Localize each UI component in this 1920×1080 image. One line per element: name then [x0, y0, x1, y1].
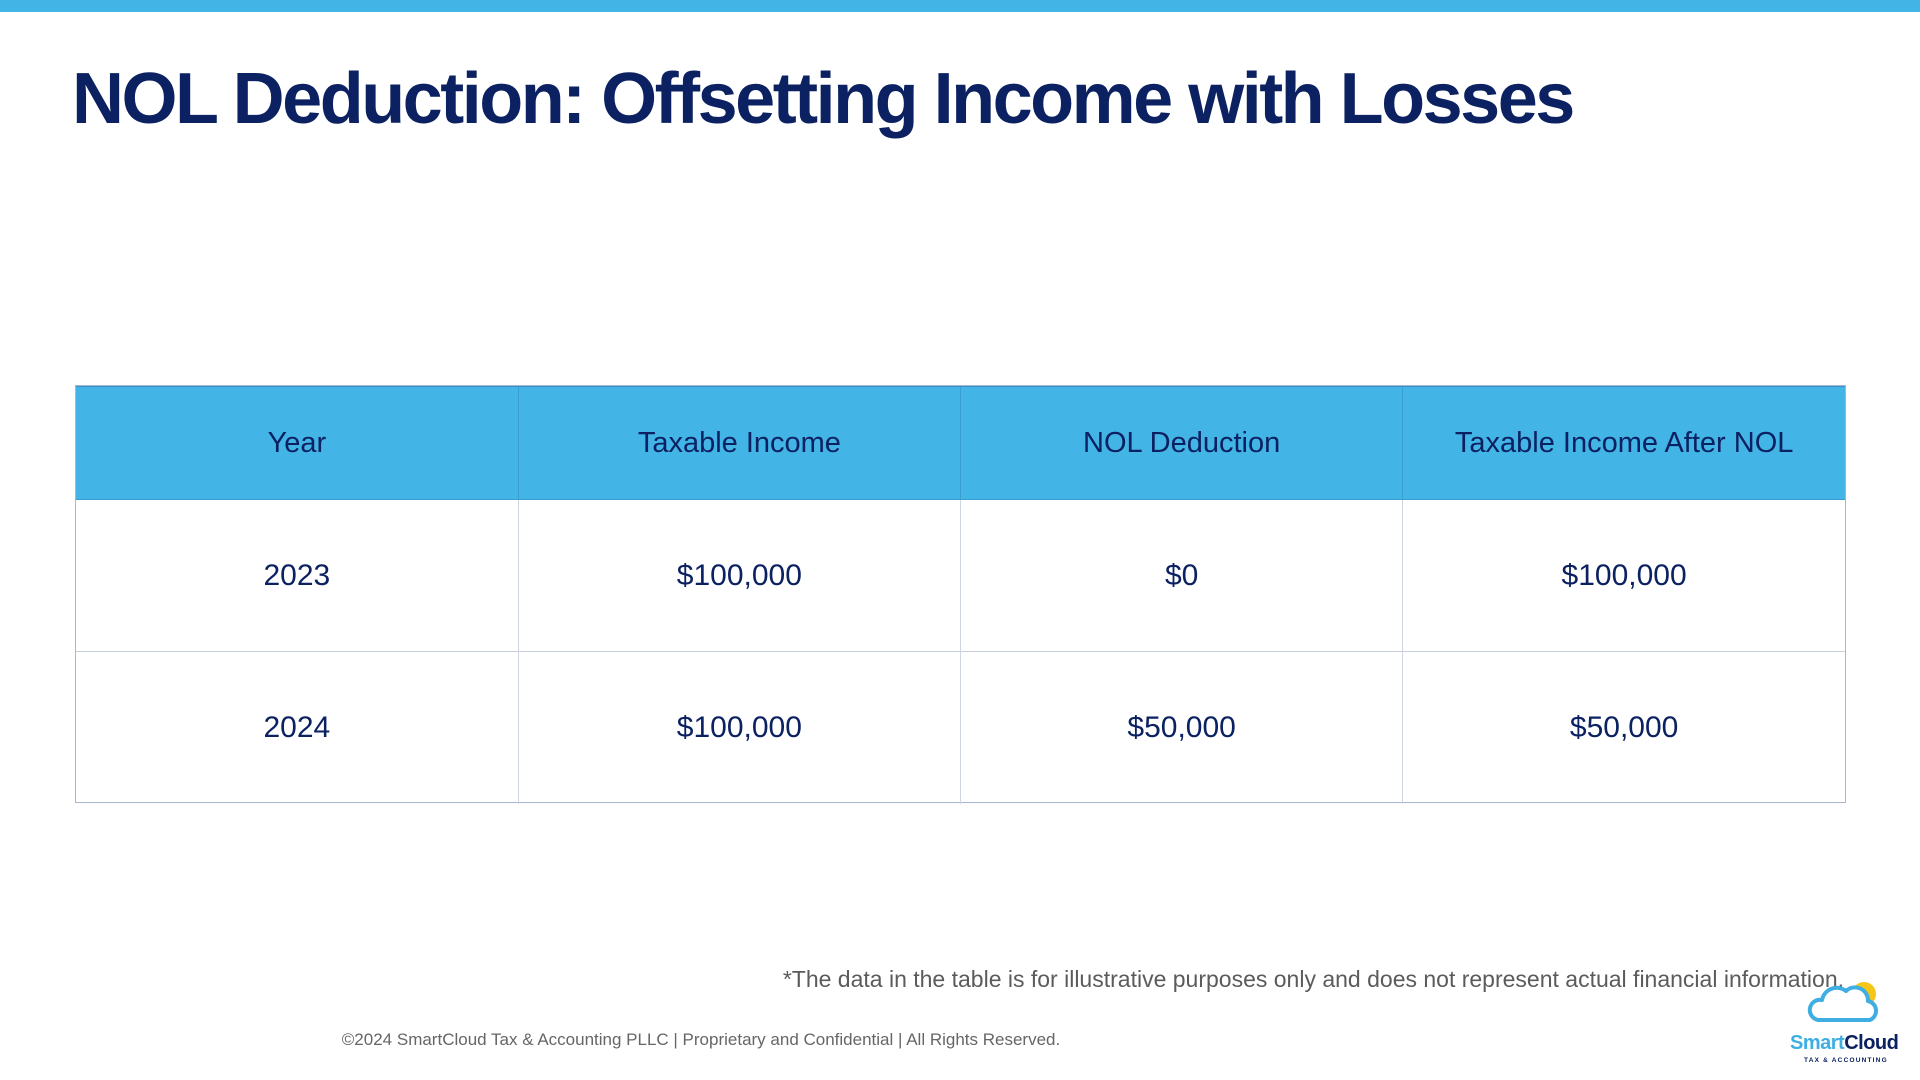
column-header-taxable-income-after-nol: Taxable Income After NOL: [1402, 386, 1845, 500]
table-row: 2024 $100,000 $50,000 $50,000: [76, 651, 1845, 804]
logo-word-cloud: Cloud: [1844, 1032, 1899, 1054]
logo-wordmark: SmartCloud: [1790, 1032, 1899, 1055]
cell-taxable-income-after-nol: $50,000: [1402, 651, 1845, 804]
disclaimer-note: *The data in the table is for illustrati…: [782, 966, 1844, 992]
table-row: 2023 $100,000 $0 $100,000: [76, 499, 1845, 652]
cell-year: 2023: [76, 499, 519, 652]
company-logo: SmartCloud TAX & ACCOUNTING: [1786, 978, 1902, 1068]
nol-table: Year Taxable Income NOL Deduction Taxabl…: [75, 385, 1846, 804]
cell-taxable-income-after-nol: $100,000: [1402, 499, 1845, 652]
column-header-year: Year: [76, 386, 519, 500]
cell-taxable-income: $100,000: [517, 499, 961, 652]
column-header-taxable-income: Taxable Income: [517, 386, 961, 500]
slide-title: NOL Deduction: Offsetting Income with Lo…: [72, 59, 1575, 139]
cell-nol-deduction: $0: [959, 499, 1403, 652]
footer: ©2024 SmartCloud Tax & Accounting PLLC |…: [0, 1030, 1920, 1050]
top-accent-bar: [0, 0, 1920, 12]
column-header-nol-deduction: NOL Deduction: [959, 386, 1403, 500]
logo-word-smart: Smart: [1790, 1032, 1845, 1054]
cell-nol-deduction: $50,000: [959, 651, 1403, 804]
table-header-row: Year Taxable Income NOL Deduction Taxabl…: [76, 386, 1845, 500]
cell-year: 2024: [76, 651, 519, 804]
logo-tagline: TAX & ACCOUNTING: [1804, 1057, 1888, 1064]
cloud-sun-icon: [1807, 982, 1879, 1022]
footer-copyright: ©2024 SmartCloud Tax & Accounting PLLC |…: [341, 1030, 1061, 1049]
cell-taxable-income: $100,000: [517, 651, 961, 804]
data-table: Year Taxable Income NOL Deduction Taxabl…: [76, 386, 1845, 804]
